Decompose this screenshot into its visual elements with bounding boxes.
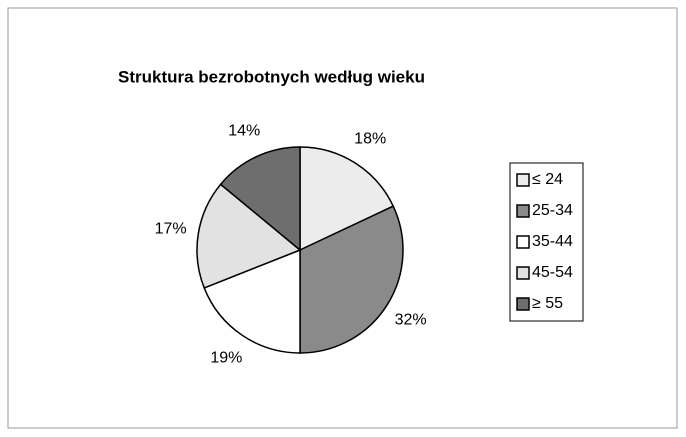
pie-slice [299, 146, 395, 252]
chart-title: Struktura bezrobotnych według wieku [118, 67, 425, 86]
data-label: 32% [395, 311, 427, 328]
data-label: 14% [228, 123, 260, 140]
pie-slice [299, 205, 404, 354]
data-label: 19% [210, 350, 242, 367]
legend-label: 45-54 [532, 264, 573, 281]
legend-label: 25-34 [532, 202, 573, 219]
pie-slice [219, 146, 301, 252]
legend-swatch [516, 235, 530, 249]
legend-swatch [516, 173, 530, 187]
legend-label: 35-44 [532, 233, 573, 250]
pie-slice [203, 248, 301, 354]
pie-slice [196, 183, 302, 289]
legend-label: ≥ 55 [532, 295, 563, 312]
legend-swatch [516, 204, 530, 218]
data-label: 17% [155, 221, 187, 238]
legend-swatch [516, 297, 530, 311]
data-label: 18% [354, 131, 386, 148]
legend-swatch [516, 266, 530, 280]
legend-label: ≤ 24 [532, 171, 563, 188]
